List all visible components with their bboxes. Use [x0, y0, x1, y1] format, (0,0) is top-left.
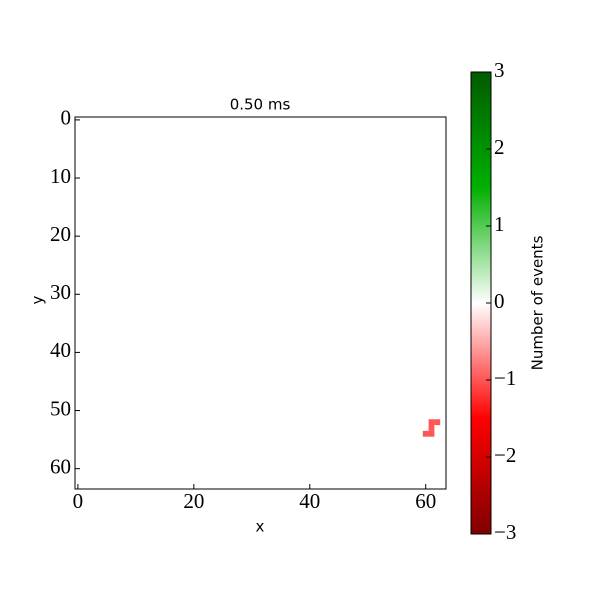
x-tick-label: 0: [73, 489, 84, 513]
colorbar-tick-label: 1: [494, 212, 505, 236]
heatmap-cell: [422, 430, 429, 437]
y-axis-label: y: [29, 295, 47, 304]
y-tick-label: 50: [50, 396, 71, 420]
colorbar-tick-label: −3: [494, 520, 516, 544]
colorbar-tick-label: 3: [494, 58, 505, 82]
x-tick-label: 20: [183, 489, 204, 513]
colorbar-label: Number of events: [529, 235, 547, 370]
x-tick-label: 40: [299, 489, 320, 513]
colorbar-tick-label: 2: [494, 135, 505, 159]
colorbar-tick-label: 0: [494, 289, 505, 313]
colorbar-tick-label: −1: [494, 366, 516, 390]
axes-frame: [74, 116, 447, 490]
heatmap-cell: [428, 430, 435, 437]
x-axis-label: x: [256, 518, 265, 536]
x-tick-label: 60: [415, 489, 436, 513]
y-tick-label: 0: [61, 106, 72, 130]
y-tick-label: 10: [50, 164, 71, 188]
y-tick-label: 60: [50, 454, 71, 478]
y-tick-label: 40: [50, 338, 71, 362]
chart-title: 0.50 ms: [230, 96, 291, 114]
heatmap-cell: [428, 419, 435, 426]
heatmap-cell: [428, 425, 435, 431]
colorbar-tick-label: −2: [494, 443, 516, 467]
y-tick-label: 30: [50, 280, 71, 304]
y-tick-label: 20: [50, 222, 71, 246]
heatmap-cell: [434, 419, 441, 426]
